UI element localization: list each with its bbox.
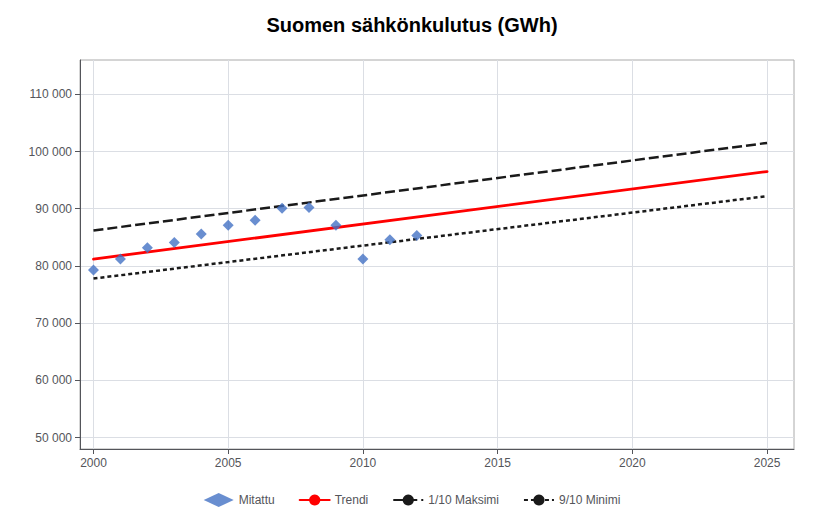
svg-text:80 000: 80 000	[35, 259, 72, 273]
svg-text:90 000: 90 000	[35, 202, 72, 216]
svg-text:Mitattu: Mitattu	[239, 493, 275, 507]
svg-text:2000: 2000	[80, 456, 107, 470]
svg-text:2015: 2015	[484, 456, 511, 470]
svg-text:60 000: 60 000	[35, 373, 72, 387]
svg-text:100 000: 100 000	[29, 145, 73, 159]
svg-text:70 000: 70 000	[35, 316, 72, 330]
svg-text:2025: 2025	[754, 456, 781, 470]
svg-text:2020: 2020	[619, 456, 646, 470]
svg-text:2005: 2005	[215, 456, 242, 470]
svg-text:2010: 2010	[350, 456, 377, 470]
svg-text:Suomen sähkönkulutus (GWh): Suomen sähkönkulutus (GWh)	[266, 14, 557, 36]
svg-text:110 000: 110 000	[30, 87, 73, 101]
svg-text:Trendi: Trendi	[335, 493, 369, 507]
svg-text:9/10 Minimi: 9/10 Minimi	[559, 493, 620, 507]
svg-text:1/10 Maksimi: 1/10 Maksimi	[428, 493, 499, 507]
svg-text:50 000: 50 000	[35, 431, 72, 445]
